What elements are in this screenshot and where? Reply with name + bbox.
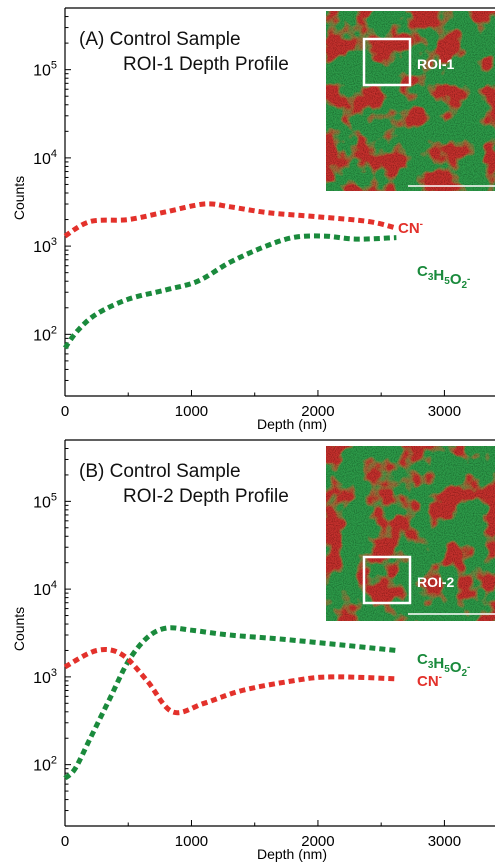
panel-title: (B) Control Sample <box>79 461 241 482</box>
roi-label: ROI-1 <box>417 56 455 72</box>
roi-box <box>362 37 412 87</box>
series-label-cn: CN- <box>398 219 423 237</box>
series-line-cn <box>63 201 398 239</box>
y-axis-label: Counts <box>11 176 27 220</box>
inset-image: ROI-2 <box>326 446 495 621</box>
y-tick-label: 102 <box>33 324 57 344</box>
y-tick-label: 104 <box>33 579 57 599</box>
y-tick-label: 104 <box>33 148 57 168</box>
x-axis-label: Depth (nm) <box>257 846 327 862</box>
x-tick-label: 2000 <box>301 833 334 850</box>
y-tick-label: 103 <box>33 236 57 256</box>
y-tick-label: 103 <box>33 667 57 687</box>
series-line-c3h5o2 <box>62 233 397 350</box>
series-label-c3h5o2: C3H5O2- <box>417 651 470 679</box>
x-tick-label: 3000 <box>428 833 461 850</box>
series-line-cn <box>63 646 397 716</box>
series-label-c3h5o2: C3H5O2- <box>417 263 470 291</box>
x-axis-label: Depth (nm) <box>257 416 327 432</box>
panel-title: (A) Control Sample <box>79 29 241 50</box>
chart-panel-a: 102 103 104 105 0 1000 2000 3000 Depth (nm) Count… <box>11 7 495 432</box>
roi-box <box>362 555 412 605</box>
y-axis-label: Counts <box>11 607 27 651</box>
x-tick-label: 1000 <box>175 403 208 420</box>
inset-image: ROI-1 <box>326 11 495 191</box>
y-tick-label: 102 <box>33 755 57 775</box>
panel-subtitle: ROI-1 Depth Profile <box>123 54 289 75</box>
chart-panel-b: 102 103 104 105 0 1000 2000 3000 Depth (nm) Count… <box>11 439 495 862</box>
y-tick-label: 105 <box>33 491 57 511</box>
series-line-c3h5o2 <box>63 625 397 781</box>
x-tick-label: 0 <box>61 403 69 420</box>
x-tick-label: 1000 <box>175 833 208 850</box>
y-tick-label: 105 <box>33 60 57 80</box>
roi-label: ROI-2 <box>417 574 455 590</box>
x-tick-label: 3000 <box>428 403 461 420</box>
series-label-cn: CN- <box>417 672 442 690</box>
panel-subtitle: ROI-2 Depth Profile <box>123 486 289 507</box>
x-tick-label: 2000 <box>301 403 334 420</box>
x-tick-label: 0 <box>61 833 69 850</box>
